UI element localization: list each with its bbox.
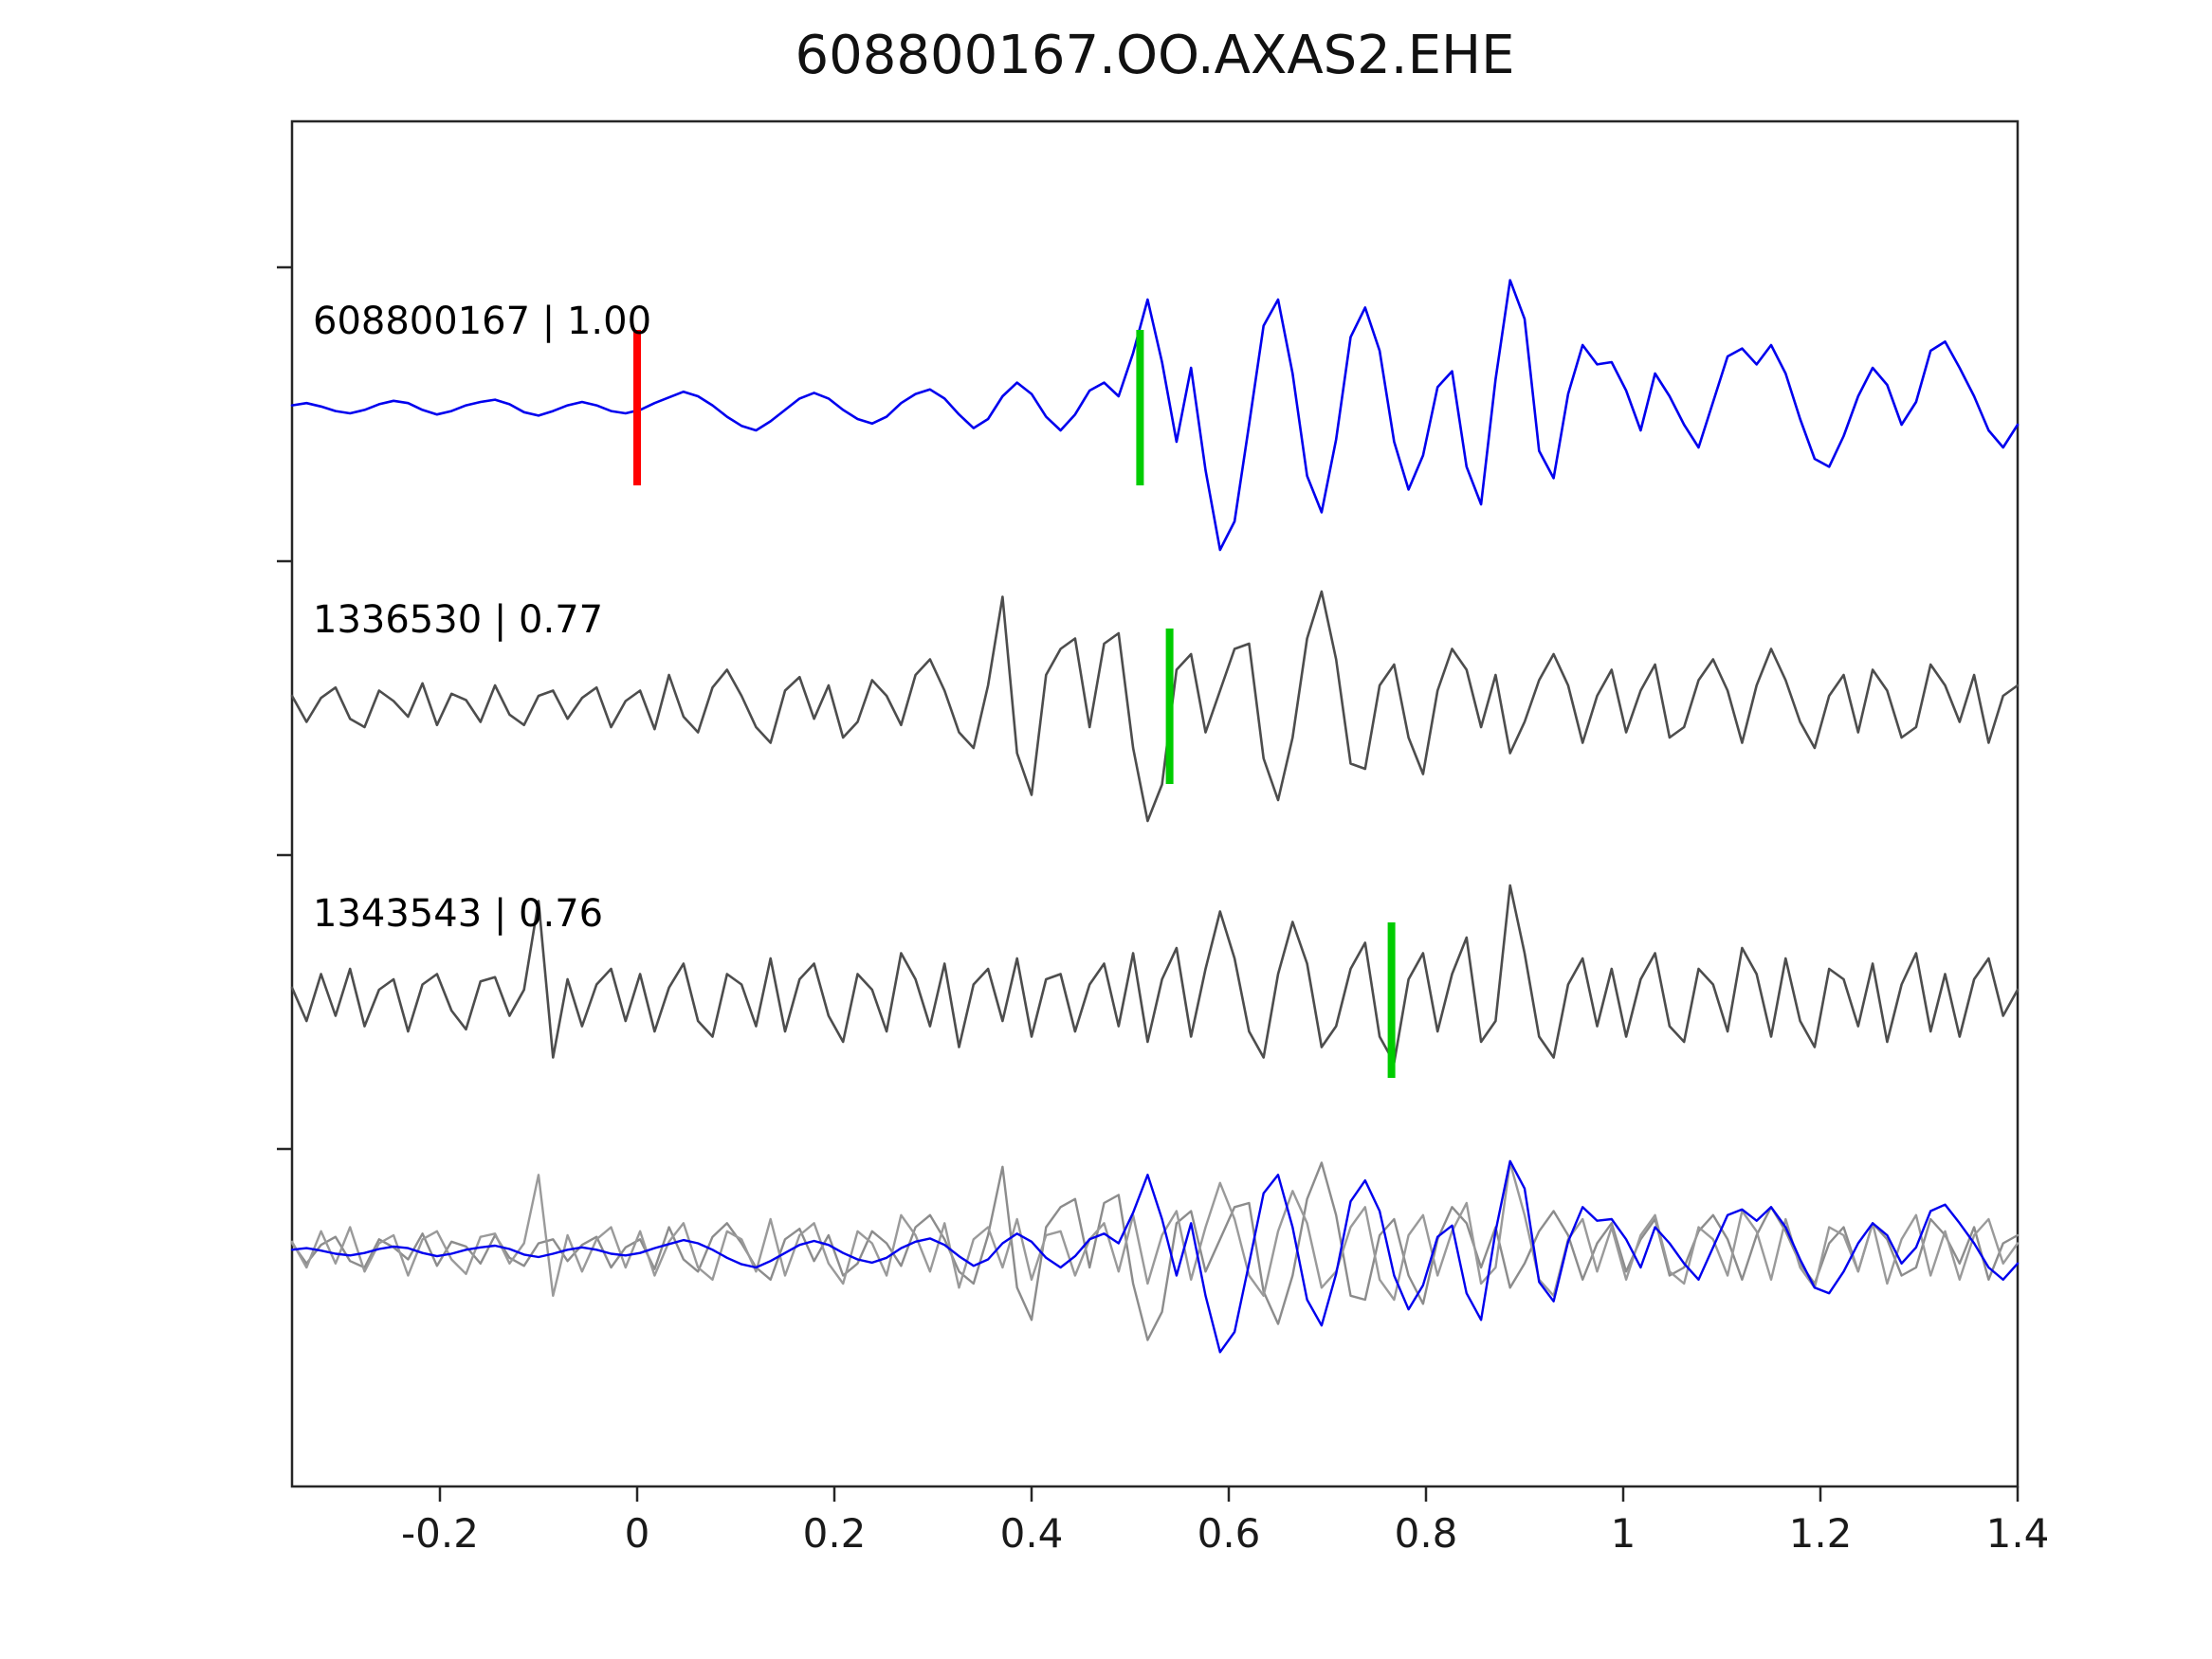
trace-1343543 xyxy=(290,884,2020,1065)
overlay-trace-1336530 xyxy=(290,1161,2020,1341)
chart-title: 608800167.OO.AXAS2.EHE xyxy=(795,25,1515,86)
x-tick-label: -0.2 xyxy=(401,1510,479,1557)
trace-label-1343543: 1343543 | 0.76 xyxy=(313,892,603,936)
overlay-trace-608800167 xyxy=(290,1159,2020,1354)
x-tick-label: 0.2 xyxy=(803,1510,867,1557)
x-tick-label: 0 xyxy=(625,1510,650,1557)
x-tick-label: 0.6 xyxy=(1197,1510,1261,1557)
trace-608800167 xyxy=(290,279,2020,552)
x-tick-label: 1.4 xyxy=(1986,1510,2050,1557)
trace-1336530 xyxy=(290,590,2020,823)
overlay-trace-1343543 xyxy=(290,1161,2020,1302)
trace-label-608800167: 608800167 | 1.00 xyxy=(313,300,651,343)
trace-label-1336530: 1336530 | 0.77 xyxy=(313,598,603,642)
x-tick-label: 0.8 xyxy=(1395,1510,1458,1557)
x-tick-label: 0.4 xyxy=(1000,1510,1064,1557)
x-tick-label: 1.2 xyxy=(1789,1510,1853,1557)
plot-frame xyxy=(290,119,2020,1488)
x-tick-label: 1 xyxy=(1611,1510,1636,1557)
